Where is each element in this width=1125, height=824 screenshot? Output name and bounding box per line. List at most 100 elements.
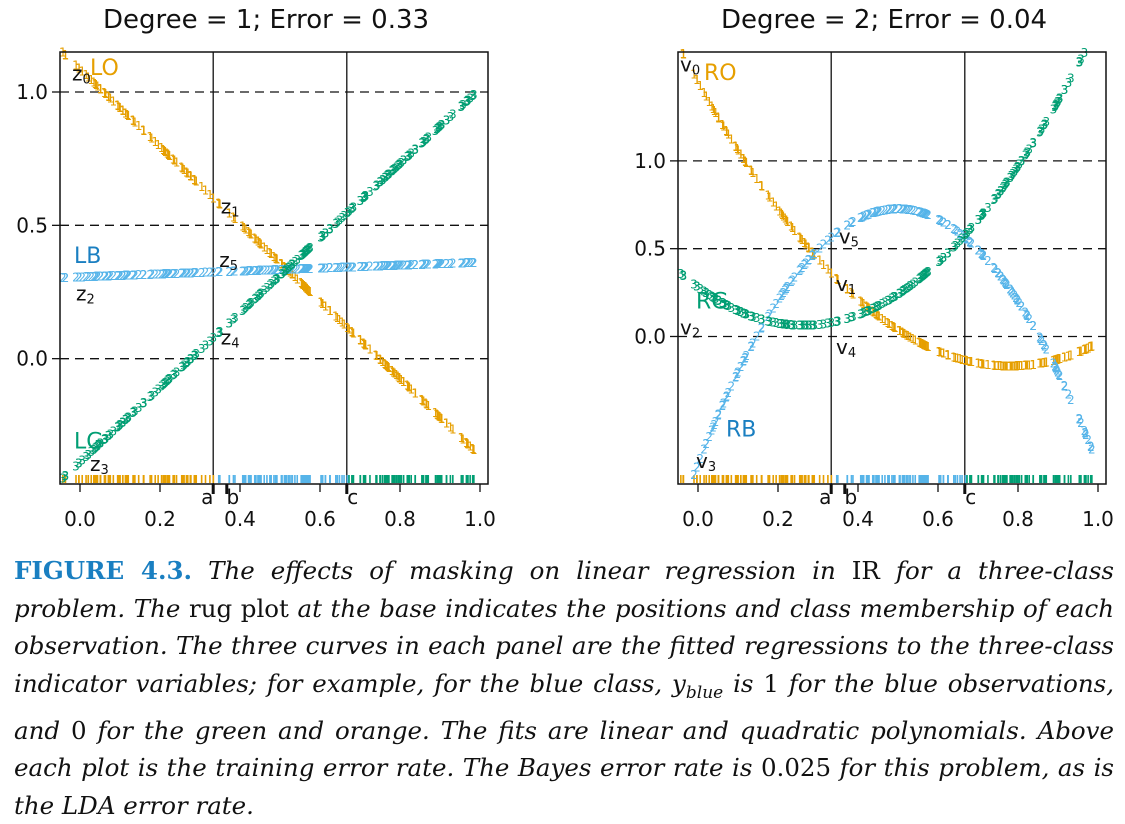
fitted-point-class-2: 2 (937, 214, 945, 228)
fitted-point-class-3: 3 (924, 265, 932, 279)
fitted-point-class-1: 1 (1022, 359, 1030, 373)
fitted-point-class-2: 2 (332, 261, 340, 275)
fitted-point-class-2: 2 (690, 468, 698, 482)
fitted-point-class-3: 3 (858, 307, 866, 321)
fitted-point-class-2: 2 (740, 354, 748, 368)
fitted-point-class-1: 1 (966, 355, 974, 369)
fitted-point-class-1: 1 (715, 111, 723, 125)
fitted-point-class-2: 2 (435, 257, 443, 271)
fitted-point-class-2: 2 (129, 268, 137, 282)
fitted-point-class-2: 2 (693, 461, 701, 475)
fitted-point-class-1: 1 (300, 279, 308, 293)
fitted-point-class-1: 1 (146, 130, 154, 144)
fitted-point-class-1: 1 (797, 231, 805, 245)
y-tick-label: 0.5 (16, 213, 48, 237)
fitted-point-class-3: 3 (920, 269, 928, 283)
fitted-point-class-1: 1 (434, 408, 442, 422)
fitted-point-class-3: 3 (899, 285, 907, 299)
fitted-point-class-3: 3 (458, 100, 466, 114)
fitted-point-class-3: 3 (183, 356, 191, 370)
fitted-point-class-2: 2 (995, 267, 1003, 281)
fitted-point-class-1: 1 (154, 138, 162, 152)
fitted-point-class-2: 2 (881, 203, 889, 217)
fitted-point-class-2: 2 (809, 249, 817, 263)
fitted-point-class-3: 3 (424, 131, 432, 145)
fitted-point-class-1: 1 (848, 286, 856, 300)
fitted-point-class-2: 2 (163, 267, 171, 281)
fitted-point-class-2: 2 (340, 261, 348, 275)
fitted-point-class-1: 1 (728, 132, 736, 146)
fitted-point-class-1: 1 (1076, 345, 1084, 359)
fitted-point-class-2: 2 (282, 263, 290, 277)
fitted-point-class-3: 3 (151, 385, 159, 399)
fitted-point-class-1: 1 (690, 68, 698, 82)
fitted-point-class-3: 3 (1008, 169, 1016, 183)
fitted-point-class-3: 3 (105, 429, 113, 443)
fitted-point-class-2: 2 (924, 208, 932, 222)
fitted-point-class-2: 2 (87, 270, 95, 284)
fitted-point-class-2: 2 (816, 241, 824, 255)
fitted-point-class-2: 2 (1082, 428, 1090, 442)
fitted-point-class-1: 1 (338, 316, 346, 330)
fitted-point-class-1: 1 (400, 375, 408, 389)
fitted-point-class-1: 1 (937, 345, 945, 359)
fitted-point-class-1: 1 (304, 283, 312, 297)
fitted-point-class-2: 2 (980, 249, 988, 263)
fitted-point-class-3: 3 (140, 396, 148, 410)
fitted-point-class-3: 3 (90, 443, 98, 457)
fitted-point-class-2: 2 (106, 269, 114, 283)
fitted-point-class-2: 2 (950, 222, 958, 236)
fitted-point-class-3: 3 (1012, 163, 1020, 177)
fitted-point-class-3: 3 (360, 191, 368, 205)
fitted-point-class-1: 1 (865, 302, 873, 316)
fitted-point-class-3: 3 (720, 297, 728, 311)
boundary-label-a: a (201, 485, 213, 509)
fitted-point-class-1: 1 (319, 297, 327, 311)
fitted-point-class-1: 1 (924, 340, 932, 354)
fitted-point-class-3: 3 (404, 149, 412, 163)
fitted-point-class-1: 1 (984, 358, 992, 372)
fitted-point-class-2: 2 (122, 269, 130, 283)
fitted-point-class-2: 2 (937, 214, 945, 228)
fitted-point-class-2: 2 (789, 273, 797, 287)
fitted-point-class-1: 1 (151, 135, 159, 149)
fitted-point-class-2: 2 (864, 208, 872, 222)
fitted-point-class-3: 3 (975, 213, 983, 227)
fitted-point-class-3: 3 (1015, 158, 1023, 172)
fitted-point-class-1: 1 (1065, 349, 1073, 363)
annotation-subscript: 5 (230, 259, 238, 274)
fitted-point-class-2: 2 (764, 310, 772, 324)
fitted-point-class-2: 2 (979, 248, 987, 262)
fitted-point-class-2: 2 (1025, 312, 1033, 326)
fitted-point-class-1: 1 (702, 90, 710, 104)
fitted-point-class-3: 3 (466, 92, 474, 106)
fitted-point-class-2: 2 (921, 207, 929, 221)
fitted-point-class-1: 1 (122, 106, 130, 120)
fitted-point-class-2: 2 (288, 263, 296, 277)
fitted-point-class-2: 2 (361, 260, 369, 274)
fitted-point-class-2: 2 (94, 270, 102, 284)
fitted-point-class-1: 1 (978, 357, 986, 371)
fitted-point-class-2: 2 (434, 257, 442, 271)
fitted-point-class-1: 1 (702, 90, 710, 104)
fitted-point-class-1: 1 (906, 330, 914, 344)
fitted-point-class-3: 3 (1052, 98, 1060, 112)
fitted-point-class-1: 1 (705, 95, 713, 109)
fitted-point-class-3: 3 (881, 296, 889, 310)
fitted-point-class-1: 1 (231, 212, 239, 226)
fitted-point-class-3: 3 (231, 311, 239, 325)
fitted-point-class-3: 3 (974, 213, 982, 227)
fitted-point-class-2: 2 (463, 256, 471, 270)
fitted-point-class-1: 1 (881, 314, 889, 328)
annotation-letter: v (680, 52, 692, 76)
fitted-point-class-1: 1 (252, 232, 260, 246)
caption-bayes-rate: 0.025 (760, 753, 832, 783)
fitted-point-class-1: 1 (165, 148, 173, 162)
fitted-point-class-1: 1 (1084, 341, 1092, 355)
fitted-point-class-1: 1 (858, 296, 866, 310)
fitted-point-class-3: 3 (872, 301, 880, 315)
fitted-point-class-3: 3 (891, 290, 899, 304)
fitted-point-class-2: 2 (776, 292, 784, 306)
caption-reals-symbol: IR (851, 556, 880, 585)
fitted-point-class-2: 2 (151, 268, 159, 282)
